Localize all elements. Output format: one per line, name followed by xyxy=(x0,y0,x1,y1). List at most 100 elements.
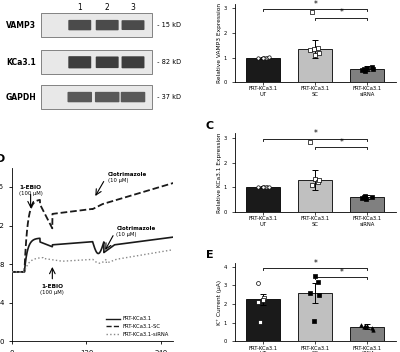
Point xyxy=(370,327,376,333)
Point xyxy=(264,55,270,61)
Y-axis label: Relative KCa3.1 Expression: Relative KCa3.1 Expression xyxy=(217,132,222,213)
FancyBboxPatch shape xyxy=(68,92,92,102)
Text: - 82 kD: - 82 kD xyxy=(155,59,181,65)
Bar xyxy=(246,299,280,341)
Text: *: * xyxy=(340,268,343,277)
Text: GAPDH: GAPDH xyxy=(6,93,36,102)
Point xyxy=(359,195,365,200)
Text: D: D xyxy=(0,154,5,164)
Text: Clotrimazole: Clotrimazole xyxy=(108,172,147,177)
Text: 1-EBIO: 1-EBIO xyxy=(20,185,42,190)
Point xyxy=(370,67,376,72)
Point xyxy=(259,55,266,60)
Bar xyxy=(298,293,332,341)
Point xyxy=(314,180,321,185)
Point xyxy=(311,46,317,52)
Point xyxy=(260,184,266,190)
Text: C: C xyxy=(206,121,214,131)
Text: 1: 1 xyxy=(77,2,82,12)
Text: *: * xyxy=(313,129,317,138)
Bar xyxy=(41,13,152,37)
Bar xyxy=(298,180,332,212)
Point xyxy=(307,139,313,145)
Point xyxy=(255,184,261,190)
Point xyxy=(260,55,266,60)
Bar xyxy=(41,85,152,109)
Text: - 15 kD: - 15 kD xyxy=(155,22,181,28)
Text: 1-EBIO: 1-EBIO xyxy=(41,284,63,289)
Point xyxy=(369,64,376,70)
Bar xyxy=(41,50,152,74)
Text: 2: 2 xyxy=(105,2,110,12)
FancyBboxPatch shape xyxy=(96,56,119,68)
Point xyxy=(364,65,370,71)
Point xyxy=(311,318,317,324)
Text: *: * xyxy=(340,8,343,17)
Point xyxy=(263,55,269,60)
Point xyxy=(255,299,261,305)
Point xyxy=(309,182,316,188)
Text: B: B xyxy=(206,0,214,1)
Legend: FRT-KCa3.1, FRT-KCa3.1-SC, FRT-KCa3.1-siRNA: FRT-KCa3.1, FRT-KCa3.1-SC, FRT-KCa3.1-si… xyxy=(104,314,171,339)
FancyBboxPatch shape xyxy=(122,56,144,68)
Point xyxy=(260,55,267,60)
Point xyxy=(266,184,272,190)
Point xyxy=(362,68,368,74)
Point xyxy=(312,52,318,58)
Point xyxy=(359,67,365,73)
Point xyxy=(360,194,367,200)
Point xyxy=(266,55,272,60)
Point xyxy=(255,281,261,286)
FancyBboxPatch shape xyxy=(68,20,91,30)
Point xyxy=(307,290,313,296)
Text: (100 μM): (100 μM) xyxy=(19,190,42,196)
FancyBboxPatch shape xyxy=(96,20,119,30)
FancyBboxPatch shape xyxy=(95,92,120,102)
Point xyxy=(307,48,313,53)
Point xyxy=(363,197,369,202)
Point xyxy=(316,292,322,297)
Text: E: E xyxy=(206,251,213,260)
Point xyxy=(260,297,266,303)
Text: A: A xyxy=(4,0,12,1)
Point xyxy=(360,325,367,330)
Text: - 37 kD: - 37 kD xyxy=(155,94,181,100)
Point xyxy=(369,326,376,331)
Bar xyxy=(350,327,384,341)
Text: (10 μM): (10 μM) xyxy=(108,178,128,183)
Bar xyxy=(350,197,384,212)
Point xyxy=(259,184,266,190)
Point xyxy=(360,66,367,71)
Point xyxy=(263,184,269,190)
Text: *: * xyxy=(340,138,343,147)
Point xyxy=(257,319,264,325)
Point xyxy=(260,184,267,190)
Point xyxy=(309,9,316,15)
Point xyxy=(316,177,322,183)
Text: *: * xyxy=(313,0,317,9)
Point xyxy=(260,296,267,301)
FancyBboxPatch shape xyxy=(68,56,91,68)
Bar xyxy=(298,49,332,82)
Point xyxy=(362,193,368,199)
Bar xyxy=(246,187,280,212)
Point xyxy=(314,45,321,51)
Text: KCa3.1: KCa3.1 xyxy=(6,58,36,67)
Point xyxy=(264,185,270,190)
FancyBboxPatch shape xyxy=(121,92,145,102)
Text: (10 μM): (10 μM) xyxy=(116,232,137,237)
Y-axis label: K⁺ Current (μA): K⁺ Current (μA) xyxy=(217,279,222,325)
Y-axis label: Relative VAMP3 Expression: Relative VAMP3 Expression xyxy=(217,3,222,83)
Point xyxy=(314,279,321,284)
Bar xyxy=(350,69,384,82)
Point xyxy=(316,50,322,56)
Point xyxy=(358,322,365,327)
Text: *: * xyxy=(313,259,317,268)
Text: 3: 3 xyxy=(130,2,136,12)
Point xyxy=(362,323,368,329)
Point xyxy=(369,194,376,199)
Text: VAMP3: VAMP3 xyxy=(6,21,36,30)
Text: Clotrimazole: Clotrimazole xyxy=(116,226,156,231)
Point xyxy=(312,176,318,181)
Point xyxy=(364,323,370,328)
